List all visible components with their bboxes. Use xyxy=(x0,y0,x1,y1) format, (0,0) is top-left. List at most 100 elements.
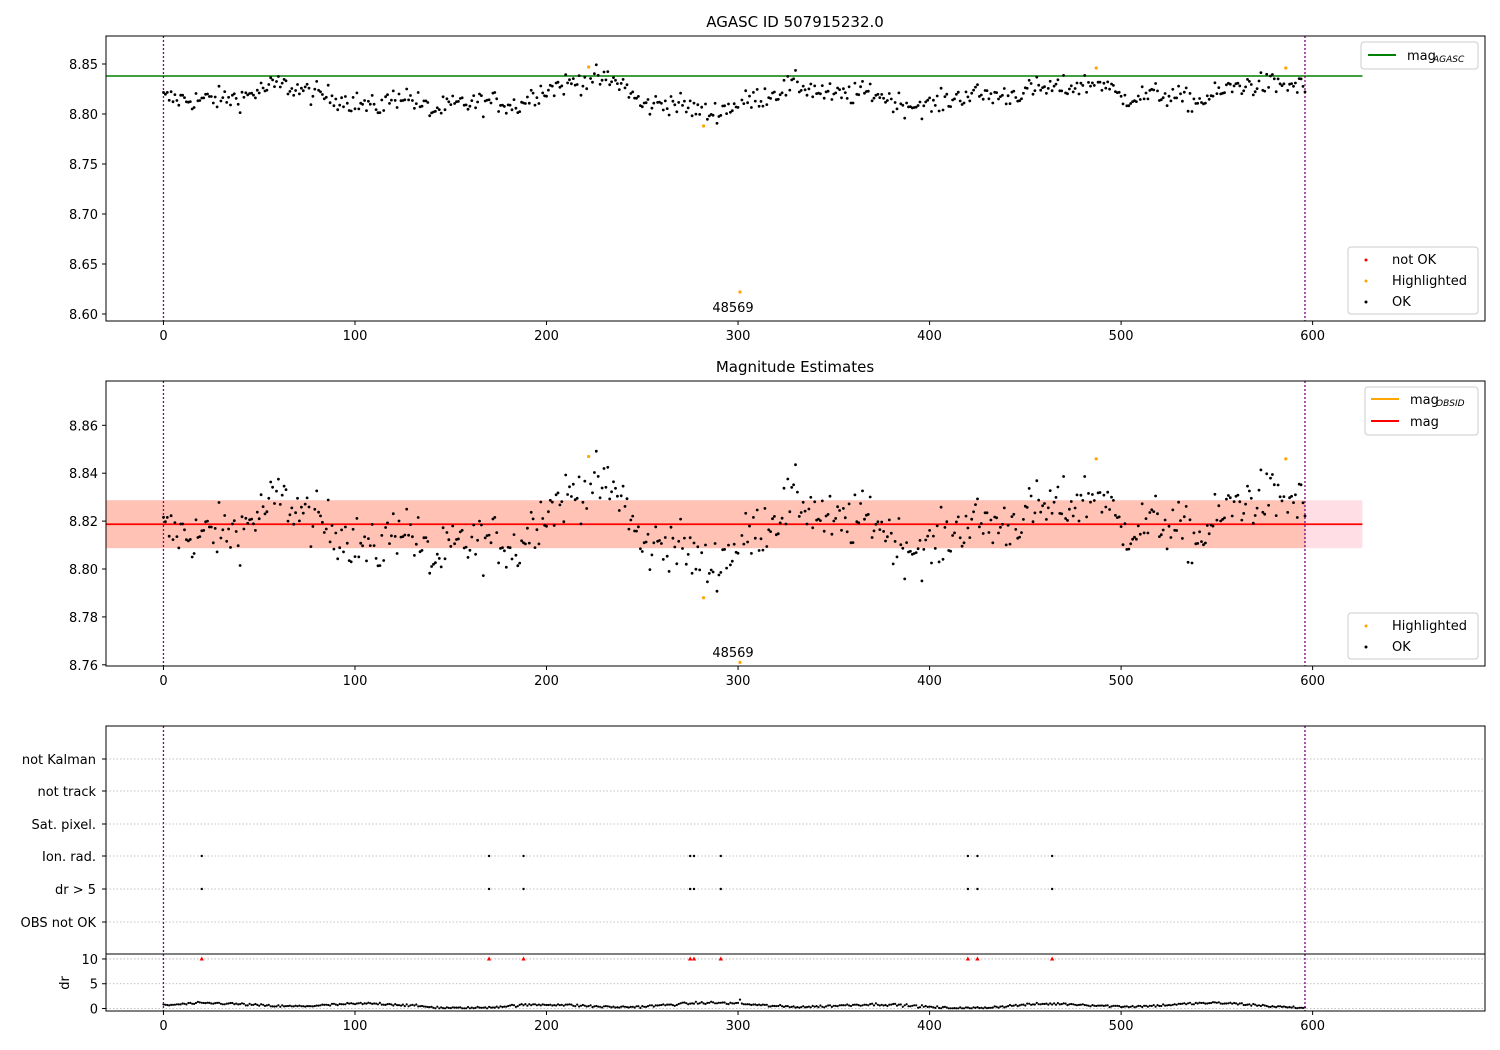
dr-point xyxy=(442,1007,445,1010)
dr-point xyxy=(436,1005,439,1008)
flag-event-marker xyxy=(976,887,979,891)
estimates-ok-point xyxy=(336,557,340,561)
agasc-ok-point xyxy=(765,103,769,106)
estimates-ok-point xyxy=(1152,510,1156,513)
dr-point xyxy=(982,1007,985,1010)
estimates-ok-point xyxy=(1085,515,1088,519)
dr-point xyxy=(656,1004,659,1007)
agasc-ok-point xyxy=(284,79,288,83)
estimates-ok-point xyxy=(357,555,361,559)
dr-point xyxy=(1097,1004,1100,1007)
dr-point xyxy=(470,1006,473,1009)
dr-clipped-marker xyxy=(691,956,697,961)
agasc-ok-point xyxy=(581,84,585,88)
dr-point xyxy=(1033,1003,1036,1006)
estimates-ok-point xyxy=(1198,530,1201,534)
estimates-ok-point xyxy=(694,567,698,571)
estimates-ok-point xyxy=(581,500,585,504)
estimates-ok-point xyxy=(842,507,845,510)
agasc-ok-point xyxy=(420,104,424,108)
dr-point xyxy=(941,1005,945,1009)
estimates-ok-point xyxy=(843,516,847,520)
dr-point xyxy=(1261,1003,1264,1007)
agasc-ok-point xyxy=(1066,92,1069,96)
estimates-ok-point xyxy=(250,517,254,521)
estimates-ok-point xyxy=(1129,542,1133,546)
estimates-ok-point xyxy=(583,479,587,483)
agasc-ok-point xyxy=(679,91,682,95)
estimates-ok-point xyxy=(211,541,215,545)
dr-point xyxy=(878,1004,881,1007)
estimates-ok-point xyxy=(1006,523,1010,527)
estimates-ytick-label: 8.82 xyxy=(69,515,98,530)
dr-point xyxy=(330,1002,334,1006)
dr-point xyxy=(1106,1004,1109,1007)
dr-point xyxy=(225,1002,228,1005)
dr-point xyxy=(480,1006,483,1009)
agasc-ok-point xyxy=(744,89,748,93)
estimates-ok-point xyxy=(939,505,943,509)
dr-point xyxy=(813,1005,816,1008)
estimates-ok-point xyxy=(221,528,225,532)
agasc-ok-point xyxy=(424,99,428,103)
estimates-ok-point xyxy=(307,505,311,509)
agasc-ok-point xyxy=(1259,71,1263,74)
dr-point xyxy=(1072,1003,1075,1006)
dr-point xyxy=(1167,1003,1171,1007)
dr-point xyxy=(204,1002,207,1005)
estimates-ok-point xyxy=(1135,537,1138,541)
estimates-ok-point xyxy=(1271,473,1274,476)
dr-point xyxy=(962,1007,966,1010)
agasc-ok-point xyxy=(345,101,349,105)
dr-point xyxy=(1001,1005,1004,1008)
estimates-ok-point xyxy=(755,508,759,512)
estimates-ok-point xyxy=(874,522,878,526)
panel-agasc-title: AGASC ID 507915232.0 xyxy=(706,13,884,31)
estimates-ok-point xyxy=(922,548,926,551)
agasc-ok-point xyxy=(1077,92,1081,96)
agasc-ok-point xyxy=(1186,109,1190,113)
estimates-ok-point xyxy=(504,565,508,569)
agasc-ok-point xyxy=(470,99,474,102)
agasc-ok-point xyxy=(1002,87,1006,90)
dr-point xyxy=(1273,1005,1276,1008)
estimates-ok-point xyxy=(744,511,748,515)
agasc-xtick-label: 100 xyxy=(343,329,368,344)
agasc-ok-point xyxy=(635,96,638,100)
estimates-ok-point xyxy=(435,552,439,556)
agasc-ok-point xyxy=(700,105,704,109)
dr-point xyxy=(601,1006,604,1009)
dr-point xyxy=(1051,1003,1054,1006)
estimates-ok-point xyxy=(819,519,822,522)
estimates-ok-point xyxy=(177,546,181,550)
dr-point xyxy=(681,1001,684,1004)
dr-point xyxy=(210,1002,213,1005)
agasc-ok-point xyxy=(782,78,786,82)
dr-point xyxy=(1271,1005,1274,1008)
dr-point xyxy=(832,1004,835,1007)
agasc-ok-point xyxy=(188,100,192,103)
dr-point xyxy=(1003,1006,1006,1009)
estimates-ok-point xyxy=(1117,515,1121,519)
estimates-ok-point xyxy=(368,544,372,547)
estimates-ok-point xyxy=(681,547,684,550)
agasc-ok-point xyxy=(838,88,841,91)
flag-event-marker xyxy=(522,887,525,891)
agasc-ok-point xyxy=(508,103,512,107)
agasc-ok-point xyxy=(271,78,274,82)
dr-point xyxy=(267,1003,270,1007)
agasc-ok-point xyxy=(1188,92,1192,95)
dr-point xyxy=(756,1004,759,1007)
agasc-ok-point xyxy=(1295,91,1299,94)
agasc-ok-point xyxy=(598,82,602,86)
agasc-ok-point xyxy=(1142,97,1146,101)
estimates-ok-point xyxy=(704,543,707,547)
estimates-ok-point xyxy=(872,529,876,533)
estimates-ok-point xyxy=(604,485,608,489)
dr-point xyxy=(277,1004,280,1007)
dr-point xyxy=(309,1005,312,1008)
agasc-ok-point xyxy=(845,97,849,100)
agasc-ok-point xyxy=(797,90,801,94)
agasc-ok-point xyxy=(1152,88,1156,92)
agasc-ok-point xyxy=(181,93,185,97)
